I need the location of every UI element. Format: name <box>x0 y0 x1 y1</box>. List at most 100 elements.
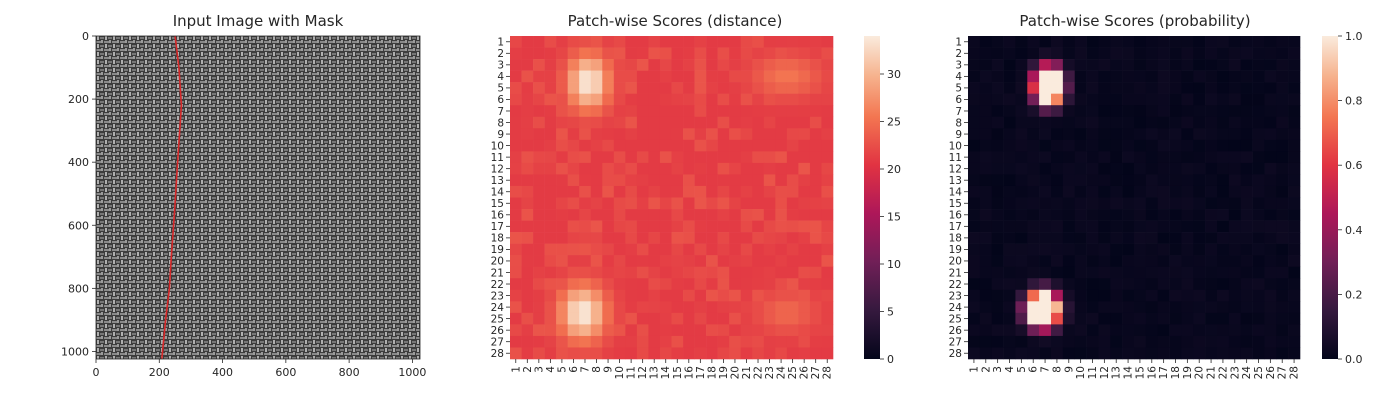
heatmap-cell <box>1181 209 1194 221</box>
heatmap-cell <box>752 324 765 337</box>
heatmap-cell <box>567 278 580 291</box>
heatmap-cell <box>1288 266 1301 279</box>
heatmap-cell <box>1205 162 1218 175</box>
heatmap-cell <box>1074 151 1087 164</box>
heatmap-cell <box>991 93 1004 106</box>
heatmap-cell <box>1015 174 1028 187</box>
heatmap-cell <box>521 255 534 268</box>
heatmap-cell <box>671 335 684 348</box>
heatmap-cell <box>991 324 1004 337</box>
heatmap-cell <box>1086 162 1099 175</box>
heatmap-cell <box>1051 347 1064 360</box>
heatmap-cell <box>786 47 799 60</box>
heatmap-cell <box>752 312 765 325</box>
y-tick-label: 15 <box>949 198 962 210</box>
heatmap-cell <box>1039 209 1052 221</box>
heatmap-cell <box>694 324 707 337</box>
heatmap-cell <box>1051 266 1064 279</box>
y-tick-label: 13 <box>491 175 504 187</box>
heatmap-cell <box>821 232 834 244</box>
x-tick-label: 16 <box>683 366 695 380</box>
x-tick-label: 19 <box>1182 366 1194 379</box>
heatmap-cell <box>1193 209 1206 221</box>
heatmap-cell <box>1205 128 1218 141</box>
heatmap-cell <box>1039 116 1052 129</box>
heatmap-cell <box>671 36 684 48</box>
heatmap-cell <box>706 209 718 221</box>
heatmap-cell <box>694 301 707 314</box>
heatmap-cell <box>763 232 776 244</box>
heatmap-cell <box>579 197 592 210</box>
heatmap-cell <box>1027 36 1040 48</box>
heatmap-cell <box>1157 47 1170 60</box>
heatmap-cell <box>648 185 661 198</box>
heatmap-cell <box>671 128 684 141</box>
x-tick-label: 9 <box>1063 366 1075 373</box>
heatmap-cell <box>556 278 568 291</box>
heatmap-cell <box>602 162 615 175</box>
y-tick-label: 20 <box>949 256 962 268</box>
heatmap-cell <box>659 162 672 175</box>
heatmap-cell <box>968 347 981 360</box>
heatmap-cell <box>1062 335 1076 348</box>
heatmap-cell <box>798 243 811 256</box>
heatmap-cell <box>544 289 557 302</box>
heatmap-cell <box>556 128 568 141</box>
heatmap-cell <box>1276 105 1289 118</box>
heatmap-cell <box>979 162 993 175</box>
heatmap-cell <box>671 289 684 302</box>
heatmap-cell <box>717 278 730 291</box>
heatmap-cell <box>1276 243 1289 256</box>
heatmap-cell <box>1027 209 1040 221</box>
heatmap-cell <box>1205 105 1218 118</box>
heatmap-cell <box>1205 312 1218 325</box>
heatmap-cell <box>648 139 661 152</box>
heatmap-cell <box>1134 70 1147 83</box>
heatmap-cell <box>786 70 799 83</box>
heatmap-cell <box>1288 347 1301 360</box>
heatmap-cell <box>1169 139 1182 152</box>
heatmap-cell <box>590 105 603 118</box>
heatmap-cell <box>1110 266 1123 279</box>
heatmap-cell <box>979 128 993 141</box>
heatmap-cell <box>659 36 672 48</box>
heatmap-cell <box>968 139 981 152</box>
heatmap-cell <box>683 185 695 198</box>
heatmap-cell <box>1003 174 1016 187</box>
heatmap-cell <box>671 174 684 187</box>
heatmap-cell <box>729 139 742 152</box>
heatmap-cell <box>1051 197 1064 210</box>
heatmap-cell <box>602 347 615 360</box>
heatmap-cell <box>648 301 661 314</box>
heatmap-cell <box>1264 209 1277 221</box>
heatmap-cell <box>798 47 811 60</box>
heatmap-cell <box>1039 266 1052 279</box>
heatmap-cell <box>1134 312 1147 325</box>
heatmap-cell <box>1039 162 1052 175</box>
heatmap-cell <box>786 209 799 221</box>
heatmap-cell <box>775 301 788 314</box>
heatmap-cell <box>556 347 568 360</box>
heatmap-cell <box>1193 70 1206 83</box>
heatmap-cell <box>968 185 981 198</box>
panel3-title: Patch-wise Scores (probability) <box>1019 12 1250 30</box>
heatmap-cell <box>798 36 811 48</box>
heatmap-cell <box>533 116 545 129</box>
heatmap-cell <box>683 232 695 244</box>
heatmap-cell <box>786 312 799 325</box>
heatmap-cell <box>991 128 1004 141</box>
heatmap-cell <box>729 209 742 221</box>
heatmap-cell <box>1086 324 1099 337</box>
heatmap-cell <box>1288 70 1301 83</box>
heatmap-cell <box>1228 93 1242 106</box>
heatmap-cell <box>694 278 707 291</box>
heatmap-cell <box>590 335 603 348</box>
y-tick-label: 25 <box>491 313 504 325</box>
heatmap-cell <box>1027 266 1040 279</box>
heatmap-cell <box>544 197 557 210</box>
heatmap-cell <box>1122 185 1135 198</box>
heatmap-cell <box>1264 335 1277 348</box>
heatmap-cell <box>1110 209 1123 221</box>
heatmap-cell <box>510 162 522 175</box>
heatmap-cell <box>821 185 834 198</box>
